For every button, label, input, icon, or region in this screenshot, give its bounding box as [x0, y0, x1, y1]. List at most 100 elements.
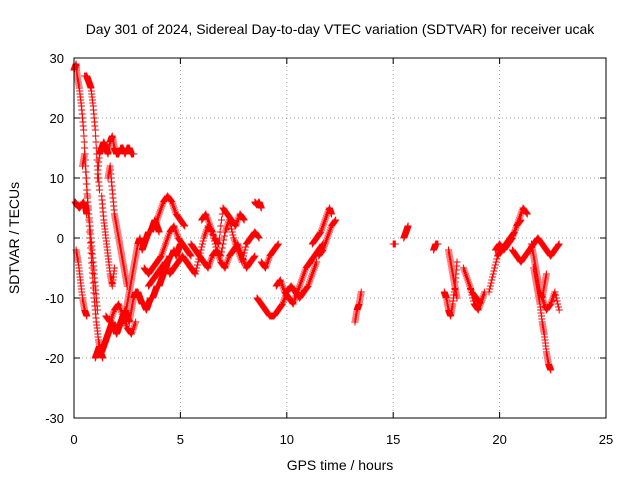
data-point: [453, 258, 461, 266]
data-point: [434, 240, 442, 248]
data-point: [468, 291, 476, 299]
data-point: [508, 235, 516, 243]
data-point: [255, 234, 263, 242]
data-point: [555, 241, 562, 249]
data-point: [240, 215, 247, 223]
data-point: [92, 138, 100, 146]
data-point: [331, 217, 339, 225]
data-point: [82, 174, 90, 182]
data-point: [96, 186, 103, 194]
data-point: [216, 228, 224, 236]
data-point: [555, 303, 562, 311]
data-point: [215, 240, 223, 248]
y-tick-label: 30: [50, 51, 64, 66]
data-point: [110, 264, 118, 272]
data-point: [254, 233, 262, 241]
y-tick-label: -20: [45, 351, 64, 366]
data-point: [251, 252, 259, 260]
x-tick-label: 5: [177, 432, 184, 447]
data-point: [523, 209, 531, 217]
data-point: [220, 232, 228, 240]
data-point: [469, 297, 477, 305]
data-point: [181, 222, 189, 230]
x-tick-label: 0: [70, 432, 77, 447]
y-tick-label: 20: [50, 111, 64, 126]
data-point: [228, 225, 235, 233]
x-tick-label: 10: [280, 432, 294, 447]
data-point: [479, 294, 487, 302]
data-point: [186, 251, 194, 259]
data-point: [81, 150, 89, 158]
data-point: [404, 222, 412, 230]
data-point: [198, 240, 206, 248]
data-point: [488, 276, 496, 284]
data-point: [229, 231, 237, 239]
data-point: [316, 229, 324, 237]
data-point: [469, 294, 477, 302]
data-point: [489, 270, 497, 278]
data-point: [485, 288, 493, 296]
data-point: [155, 228, 163, 236]
data-point: [198, 243, 206, 251]
data-point: [218, 244, 226, 252]
data-point: [82, 180, 90, 188]
data-point: [547, 366, 555, 374]
data-point: [486, 285, 494, 293]
data-point: [318, 247, 326, 255]
x-axis-label: GPS time / hours: [287, 457, 394, 473]
data-point: [81, 162, 89, 170]
data-point: [215, 234, 223, 242]
data-point: [278, 301, 286, 309]
data-point: [82, 168, 90, 176]
data-point: [542, 270, 550, 278]
data-point: [80, 138, 88, 146]
data-point: [491, 264, 499, 272]
data-point: [490, 267, 498, 275]
data-point: [552, 294, 560, 302]
x-tick-label: 25: [599, 432, 613, 447]
data-point: [242, 243, 250, 251]
data-points: [70, 60, 563, 374]
data-point: [313, 258, 321, 266]
data-point: [81, 156, 89, 164]
data-point: [303, 283, 311, 291]
data-point: [555, 306, 563, 314]
data-point: [551, 288, 559, 296]
data-point: [93, 306, 101, 314]
data-point: [467, 285, 474, 293]
data-point: [328, 210, 335, 218]
data-point: [240, 216, 248, 224]
data-point: [257, 204, 265, 212]
x-tick-label: 15: [386, 432, 400, 447]
data-point: [199, 237, 207, 245]
data-point: [180, 221, 188, 229]
data-point: [466, 282, 474, 290]
y-tick-label: -30: [45, 411, 64, 426]
data-point: [555, 240, 563, 248]
data-point: [486, 282, 494, 290]
data-point: [228, 228, 236, 236]
data-point: [130, 150, 138, 158]
data-point: [220, 236, 228, 244]
data-point: [167, 197, 175, 205]
y-tick-label: 10: [50, 171, 64, 186]
data-point: [214, 239, 222, 247]
data-point: [493, 255, 501, 263]
data-point: [516, 217, 524, 225]
data-point: [274, 241, 282, 249]
data-point: [81, 144, 89, 152]
chart-title: Day 301 of 2024, Sidereal Day-to-day VTE…: [86, 21, 596, 37]
x-tick-label: 20: [492, 432, 506, 447]
data-point: [517, 216, 525, 224]
data-point: [552, 291, 560, 299]
data-point: [554, 300, 562, 308]
data-point: [193, 261, 201, 269]
data-point: [83, 312, 91, 320]
y-tick-label: -10: [45, 291, 64, 306]
grid-lines: [74, 58, 606, 418]
data-point: [391, 240, 399, 248]
axis-ticks: 0 5 10 15 20 25 -30 -20 -10 0 10 20 30: [45, 51, 613, 447]
data-point: [218, 216, 225, 224]
data-point: [491, 261, 499, 269]
data-point: [132, 318, 140, 326]
